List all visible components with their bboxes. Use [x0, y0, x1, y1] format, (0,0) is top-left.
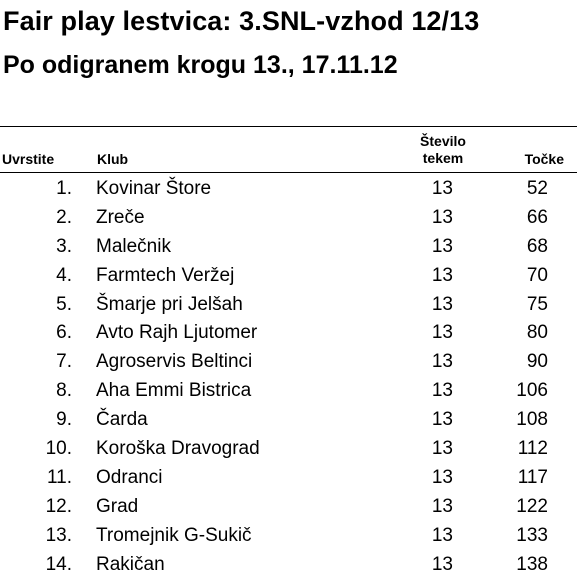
rank-cell: 2. [56, 206, 72, 228]
club-cell: Avto Rajh Ljutomer [96, 322, 258, 344]
rank-cell: 9. [56, 409, 72, 431]
rank-cell: 4. [56, 264, 72, 286]
games-cell: 13 [431, 235, 453, 257]
points-cell: 90 [526, 351, 548, 373]
header-games-line2: tekem [422, 150, 464, 166]
club-cell: Rakičan [96, 553, 165, 575]
table-row: 6. Avto Rajh Ljutomer 13 80 [0, 319, 577, 348]
table-header-rule [0, 172, 577, 173]
page-title: Fair play lestvica: 3.SNL-vzhod 12/13 [3, 6, 480, 36]
table-row: 8. Aha Emmi Bistrica 13 106 [0, 377, 577, 406]
rank-cell: 5. [56, 293, 72, 315]
rank-cell: 3. [56, 235, 72, 257]
table-row: 3. Malečnik 13 68 [0, 233, 577, 262]
points-cell: 117 [517, 466, 548, 488]
header-games: Število tekem [414, 133, 472, 167]
header-club: Klub [97, 151, 129, 167]
club-cell: Zreče [96, 206, 145, 228]
club-cell: Agroservis Beltinci [96, 351, 253, 373]
rank-cell: 6. [56, 322, 72, 344]
table-row: 14. Rakičan 13 138 [0, 551, 577, 580]
table-row: 9. Čarda 13 108 [0, 406, 577, 435]
points-cell: 80 [526, 322, 548, 344]
points-cell: 108 [516, 409, 548, 431]
games-cell: 13 [431, 264, 453, 286]
rank-cell: 7. [56, 351, 72, 373]
table-row: 10. Koroška Dravograd 13 112 [0, 435, 577, 464]
table-top-rule [0, 126, 577, 127]
table-row: 11. Odranci 13 117 [0, 464, 577, 493]
games-cell: 13 [431, 553, 453, 575]
games-cell: 13 [431, 293, 453, 315]
points-cell: 112 [517, 438, 548, 460]
table-row: 2. Zreče 13 66 [0, 204, 577, 233]
table-row: 1. Kovinar Štore 13 52 [0, 175, 577, 204]
points-cell: 52 [526, 178, 548, 199]
games-cell: 13 [431, 466, 453, 488]
points-cell: 122 [516, 495, 548, 517]
table-row: 5. Šmarje pri Jelšah 13 75 [0, 291, 577, 320]
header-games-line1: Število [420, 133, 466, 149]
games-cell: 13 [431, 322, 453, 344]
points-cell: 70 [526, 264, 548, 286]
rank-cell: 12. [45, 495, 72, 517]
rank-cell: 13. [45, 524, 72, 546]
rank-cell: 8. [56, 380, 72, 402]
points-cell: 66 [526, 206, 548, 228]
points-cell: 75 [526, 293, 548, 315]
games-cell: 13 [431, 206, 453, 228]
club-cell: Farmtech Veržej [96, 264, 235, 286]
points-cell: 138 [516, 553, 548, 575]
club-cell: Tromejnik G-Sukič [96, 524, 252, 546]
games-cell: 13 [431, 409, 453, 431]
club-cell: Grad [96, 495, 139, 517]
games-cell: 13 [431, 495, 453, 517]
games-cell: 13 [431, 351, 453, 373]
table-row: 12. Grad 13 122 [0, 493, 577, 522]
club-cell: Čarda [96, 409, 148, 431]
club-cell: Aha Emmi Bistrica [96, 380, 252, 402]
rank-cell: 1. [56, 178, 72, 199]
club-cell: Odranci [96, 466, 163, 488]
games-cell: 13 [431, 524, 453, 546]
games-cell: 13 [431, 178, 453, 199]
points-cell: 133 [516, 524, 548, 546]
games-cell: 13 [431, 380, 453, 402]
rank-cell: 14. [45, 553, 72, 575]
table-row: 13. Tromejnik G-Sukič 13 133 [0, 522, 577, 551]
standings-table-body: 1. Kovinar Štore 13 52 2. Zreče 13 66 3.… [0, 175, 577, 579]
rank-cell: 10. [45, 438, 72, 460]
club-cell: Koroška Dravograd [96, 438, 260, 460]
points-cell: 106 [516, 380, 548, 402]
games-cell: 13 [431, 438, 453, 460]
table-row: 4. Farmtech Veržej 13 70 [0, 262, 577, 291]
club-cell: Malečnik [96, 235, 171, 257]
page-subtitle: Po odigranem krogu 13., 17.11.12 [3, 51, 398, 79]
club-cell: Kovinar Štore [96, 178, 212, 199]
table-row: 7. Agroservis Beltinci 13 90 [0, 348, 577, 377]
header-points: Točke [524, 151, 564, 167]
header-rank: Uvrstite [2, 151, 55, 167]
points-cell: 68 [526, 235, 548, 257]
club-cell: Šmarje pri Jelšah [96, 293, 243, 315]
rank-cell: 11. [46, 466, 72, 488]
